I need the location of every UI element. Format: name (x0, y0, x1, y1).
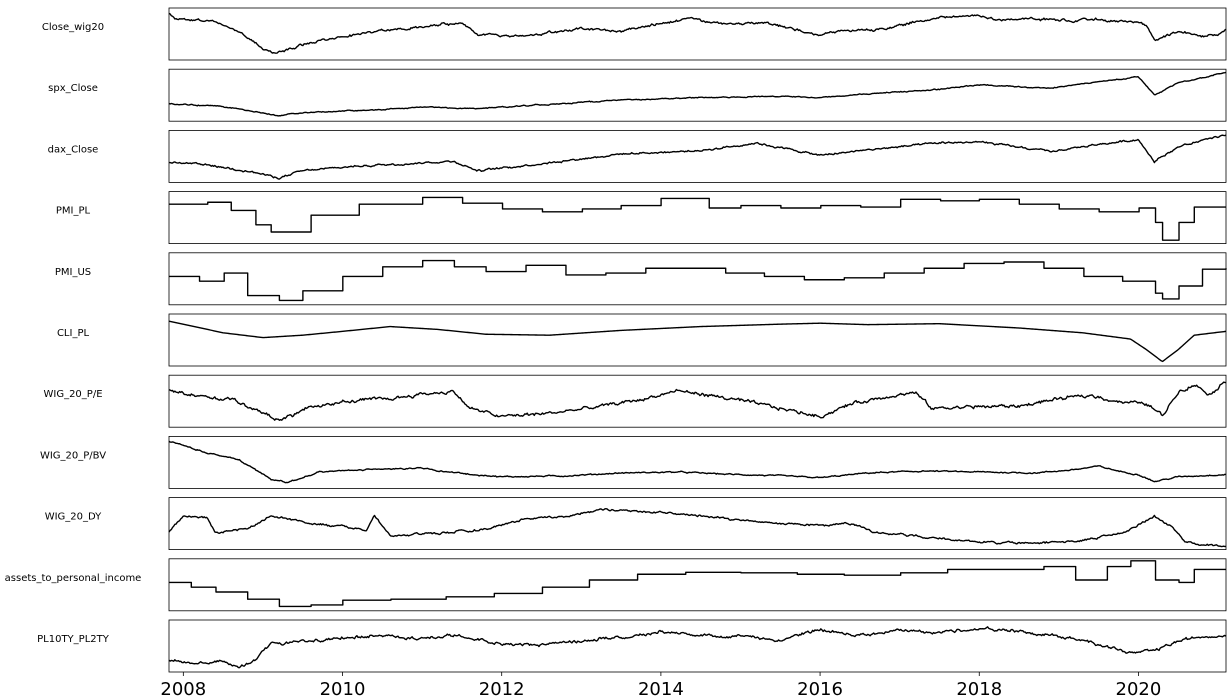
x-tick-label: 2008 (160, 679, 206, 696)
panel-frame (168, 7, 1227, 61)
series-label: PL10TY_PL2TY (37, 634, 110, 645)
series-label: WIG_20_P/E (43, 389, 102, 400)
series-line (169, 196, 1226, 241)
panel-6: WIG_20_P/E (43, 374, 1227, 428)
panel-frame (168, 374, 1227, 428)
series-line (168, 134, 1227, 180)
series-label: WIG_20_P/BV (40, 450, 106, 461)
panel-2: dax_Close (48, 129, 1227, 183)
panel-frame (168, 558, 1227, 612)
series-label: CLI_PL (57, 328, 90, 339)
panel-10: PL10TY_PL2TY (37, 619, 1227, 673)
x-tick-label: 2014 (638, 679, 684, 696)
panel-3: PMI_PL (56, 191, 1227, 245)
panel-8: WIG_20_DY (45, 497, 1227, 551)
series-line (169, 259, 1227, 302)
chart-panels: Close_wig20 spx_Close dax_Close PMI_PL PMI_U… (5, 7, 1227, 673)
series-line (168, 71, 1227, 117)
panel-frame (168, 68, 1227, 122)
series-label: dax_Close (48, 144, 99, 155)
series-line (168, 508, 1227, 548)
panel-7: WIG_20_P/BV (40, 435, 1227, 489)
panel-frame (168, 619, 1227, 673)
series-label: assets_to_personal_income (5, 573, 142, 584)
series-line (168, 440, 1227, 484)
series-label: Close_wig20 (42, 22, 104, 33)
panel-frame (168, 313, 1227, 367)
series-label: PMI_PL (56, 206, 91, 217)
x-tick-label: 2010 (320, 679, 366, 696)
x-tick-label: 2018 (956, 679, 1002, 696)
series-line (169, 560, 1226, 608)
series-label: spx_Close (48, 83, 98, 94)
panel-4: PMI_US (55, 252, 1227, 306)
x-axis: 2008 2010 2012 2014 2016 2018 2020 (160, 672, 1161, 696)
panel-1: spx_Close (48, 68, 1227, 122)
x-tick-label: 2016 (797, 679, 843, 696)
panel-frame (168, 497, 1227, 551)
panel-frame (168, 129, 1227, 183)
series-label: PMI_US (55, 267, 91, 278)
panel-9: assets_to_personal_income (5, 558, 1227, 612)
series-line (168, 12, 1227, 54)
series-line (168, 320, 1227, 363)
panel-frame (168, 191, 1227, 245)
series-label: WIG_20_DY (45, 512, 102, 523)
x-tick-label: 2020 (1116, 679, 1162, 696)
panel-5: CLI_PL (57, 313, 1227, 367)
panel-frame (168, 435, 1227, 489)
series-line (168, 626, 1227, 669)
panel-0: Close_wig20 (42, 7, 1227, 61)
series-line (168, 381, 1227, 421)
x-tick-label: 2012 (479, 679, 525, 696)
panel-frame (168, 252, 1227, 306)
